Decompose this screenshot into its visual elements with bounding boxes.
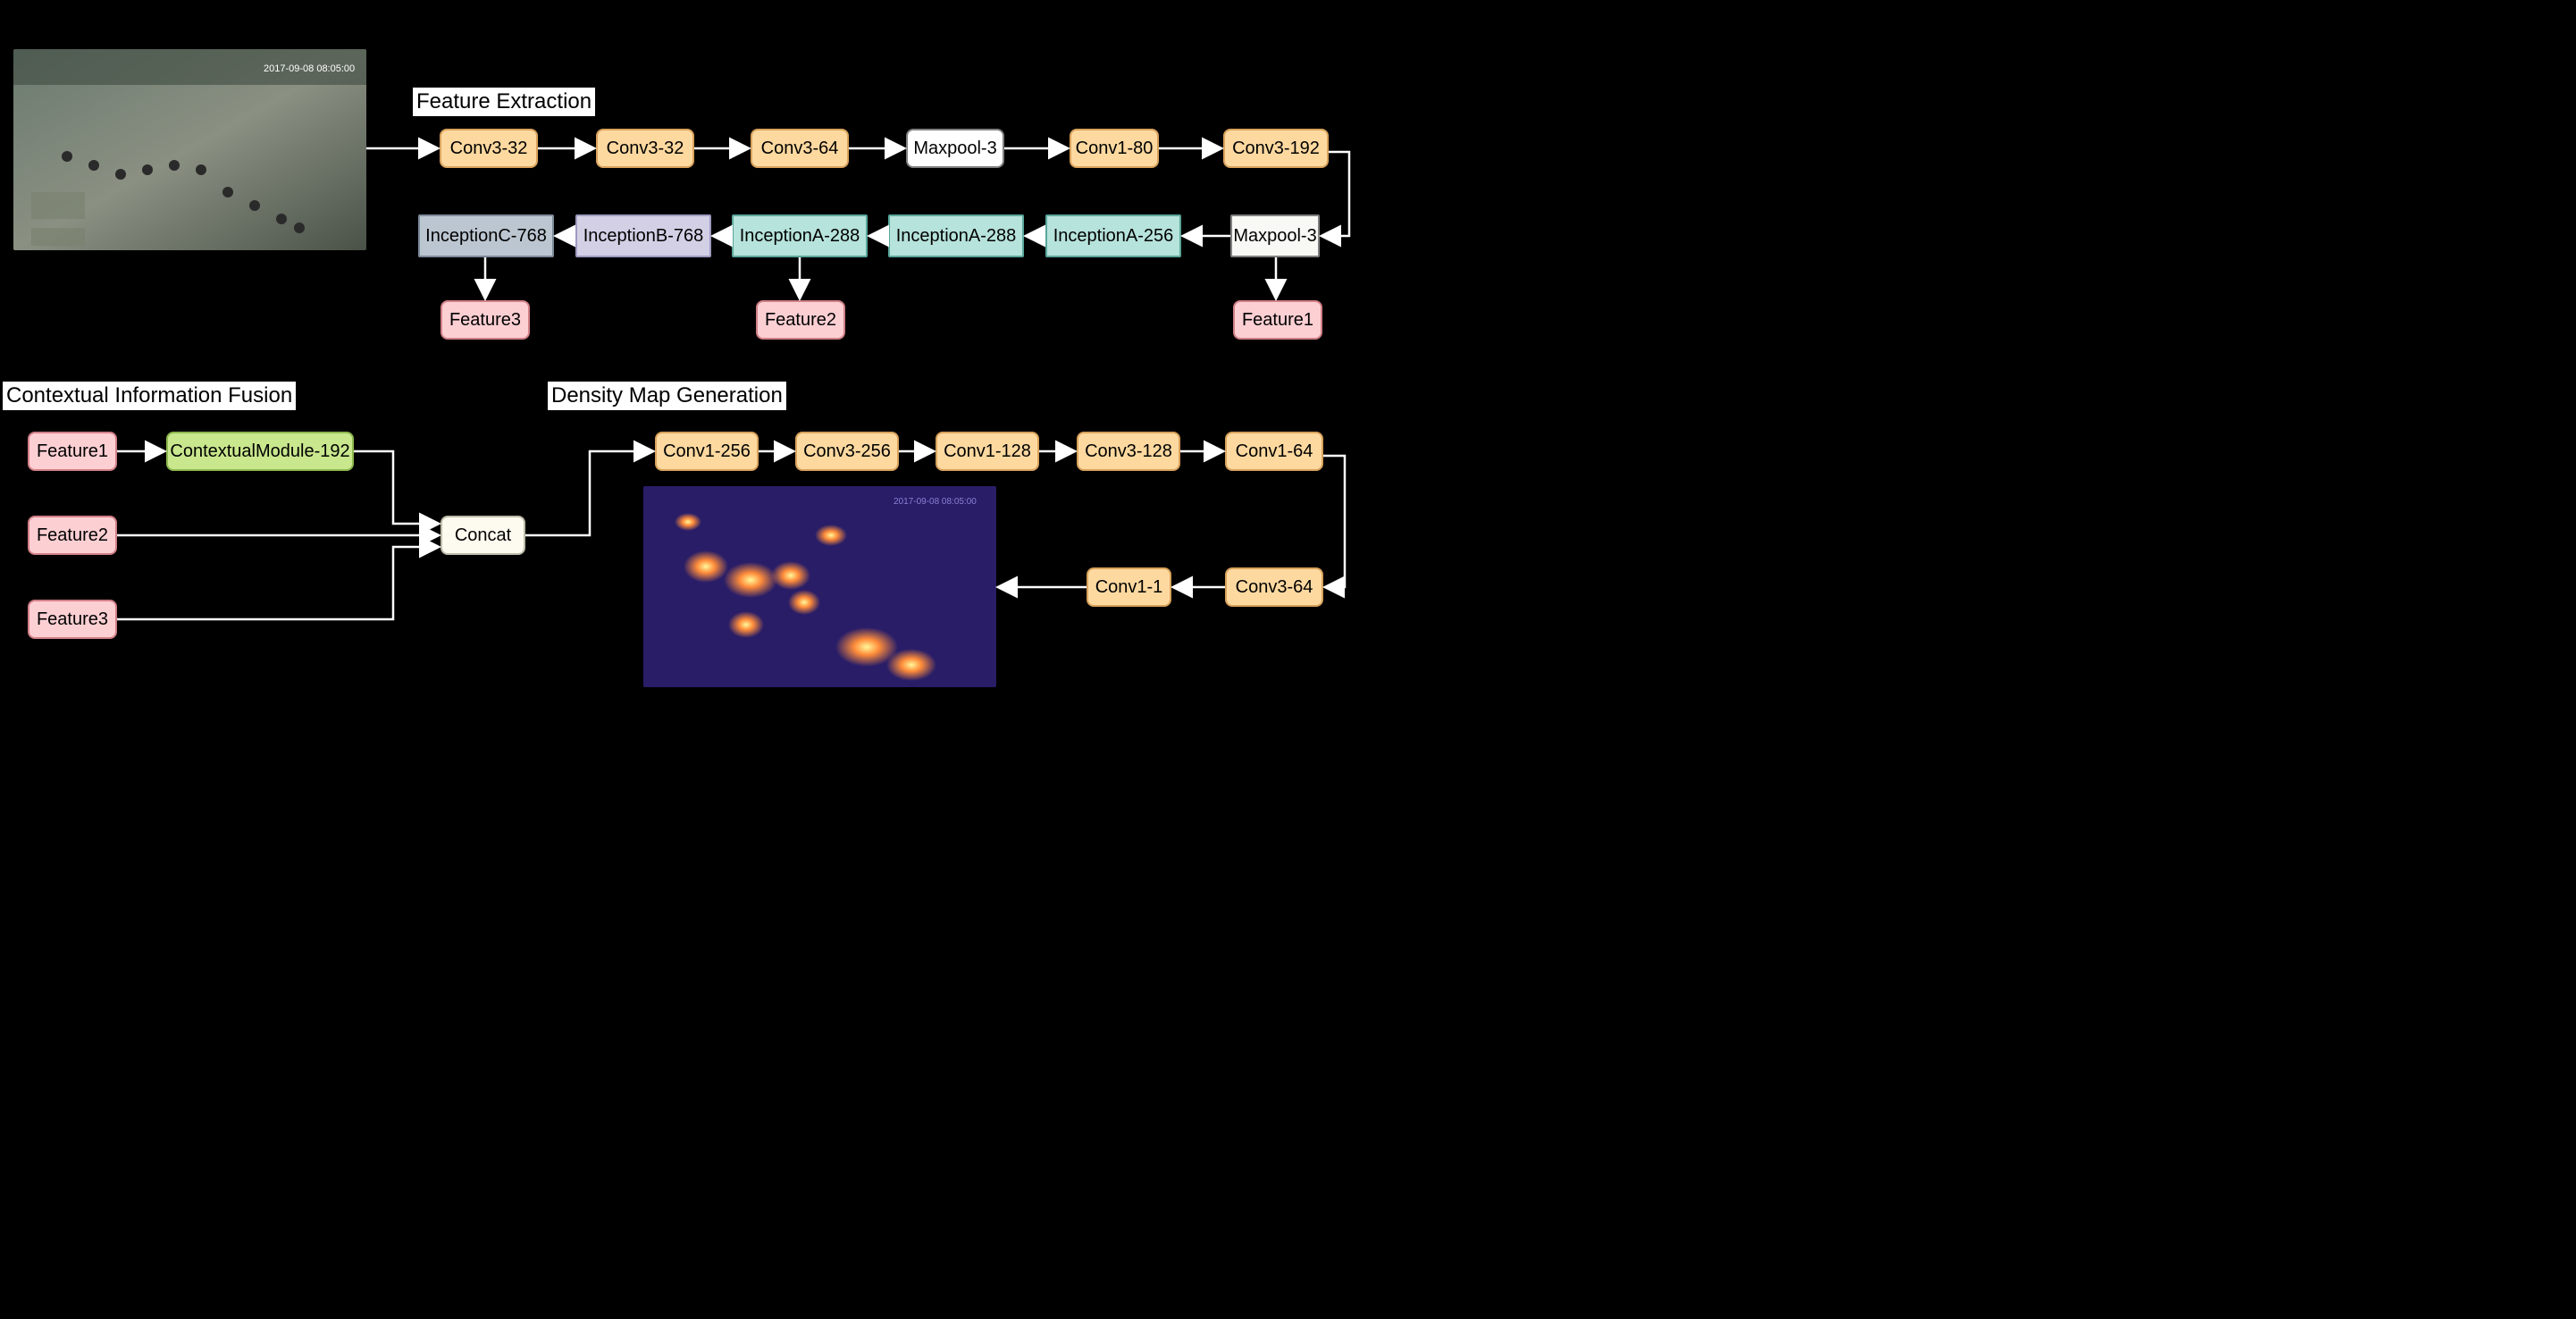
block-inceptionB-768: InceptionB-768 [575,214,711,257]
block-fusion-feature1: Feature1 [28,432,117,471]
block-conv3-256: Conv3-256 [795,432,899,471]
input-image: 2017-09-08 08:05:00 [13,49,366,250]
block-inceptionA-288-a: InceptionA-288 [732,214,868,257]
block-maxpool-3-b: Maxpool-3 [1230,214,1320,257]
block-conv1-256: Conv1-256 [655,432,759,471]
block-feature1: Feature1 [1233,300,1322,340]
section-title-contextual-fusion: Contextual Information Fusion [3,382,296,410]
section-title-density-generation: Density Map Generation [548,382,786,410]
block-feature3: Feature3 [441,300,530,340]
block-fusion-feature2: Feature2 [28,516,117,555]
block-conv1-128: Conv1-128 [936,432,1039,471]
block-contextual-module: ContextualModule-192 [166,432,354,471]
block-conv1-80: Conv1-80 [1070,129,1159,168]
block-conv3-32-b: Conv3-32 [596,129,694,168]
block-conv1-1: Conv1-1 [1087,567,1171,607]
block-feature2: Feature2 [756,300,845,340]
block-inceptionA-288-b: InceptionA-288 [888,214,1024,257]
block-maxpool-3-a: Maxpool-3 [906,129,1004,168]
block-conv3-64: Conv3-64 [1225,567,1323,607]
svg-text:2017-09-08 08:05:00: 2017-09-08 08:05:00 [264,63,355,74]
block-conv3-192: Conv3-192 [1223,129,1329,168]
svg-text:2017-09-08 08:05:00: 2017-09-08 08:05:00 [894,497,977,507]
block-fusion-feature3: Feature3 [28,600,117,639]
output-density-map: 2017-09-08 08:05:00 [643,486,996,687]
block-inceptionA-256: InceptionA-256 [1045,214,1181,257]
block-conv3-128: Conv3-128 [1077,432,1180,471]
block-inceptionC-768: InceptionC-768 [418,214,554,257]
section-title-feature-extraction: Feature Extraction [413,88,595,116]
block-conv3-32-a: Conv3-32 [440,129,538,168]
block-concat: Concat [441,516,525,555]
block-conv1-64: Conv1-64 [1225,432,1323,471]
block-conv3-64: Conv3-64 [751,129,849,168]
